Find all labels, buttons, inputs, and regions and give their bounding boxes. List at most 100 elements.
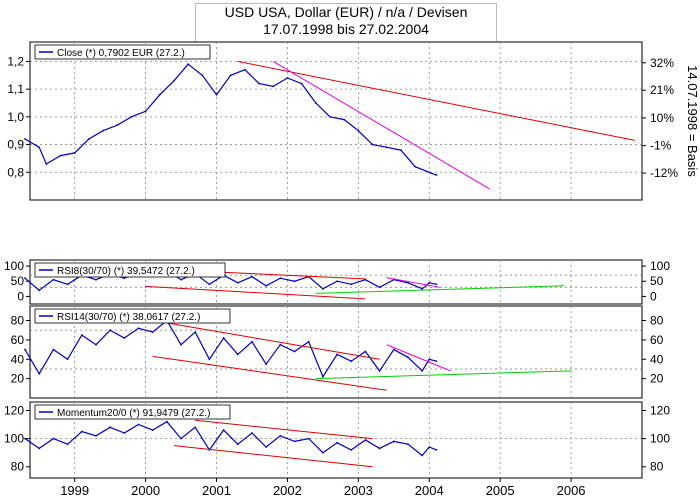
data-point-1-3 (66, 283, 69, 286)
right-tick-label-3-0: 80 (650, 460, 664, 474)
legend-label-0: Close (*) 0,7902 EUR (27.2.) (57, 48, 185, 59)
data-point-2-18 (279, 343, 282, 346)
data-point-0-8 (130, 115, 133, 118)
data-point-3-4 (80, 430, 83, 433)
data-point-1-23 (350, 283, 353, 286)
trendline-green-1-3 (315, 285, 565, 294)
data-point-1-25 (378, 286, 381, 289)
trendline-magenta-0-1 (272, 60, 490, 190)
x-tick-label-6: 2005 (486, 483, 515, 498)
data-point-3-23 (350, 448, 353, 451)
data-point-3-27 (407, 443, 409, 446)
chart-title-box: USD USA, Dollar (EUR) / n/a / Devisen 17… (195, 3, 497, 43)
data-point-2-12 (194, 331, 197, 334)
data-point-2-27 (407, 356, 409, 359)
data-point-1-27 (407, 281, 409, 284)
x-tick-label-4: 2003 (344, 483, 373, 498)
data-point-1-15 (236, 281, 239, 284)
data-point-1-18 (279, 277, 282, 280)
data-point-3-0 (24, 437, 26, 440)
right-tick-label-0-1: 21% (650, 83, 674, 97)
data-point-1-28 (421, 287, 424, 290)
left-tick-label-0-1: 0,9 (7, 138, 24, 152)
data-point-0-10 (158, 93, 161, 96)
trendline-red-2-0 (152, 320, 380, 360)
data-point-3-18 (279, 434, 282, 437)
left-tick-label-0-0: 0,8 (7, 165, 24, 179)
data-point-3-20 (307, 437, 310, 440)
data-point-0-28 (414, 165, 416, 168)
data-point-0-4 (73, 151, 76, 154)
data-point-0-29 (428, 171, 431, 174)
data-point-1-0 (24, 277, 26, 280)
panel-frame-0 (29, 41, 643, 201)
x-tick-label-1: 2000 (131, 483, 160, 498)
trendline-green-2-3 (315, 370, 572, 380)
right-axis-label: 14.07.1998 = Basis (685, 65, 700, 177)
data-point-0-15 (229, 74, 232, 77)
data-point-2-19 (293, 350, 296, 353)
data-point-2-17 (265, 363, 268, 366)
data-point-1-19 (293, 280, 296, 283)
data-point-0-12 (187, 63, 190, 66)
left-tick-label-1-0: 0 (17, 289, 24, 303)
data-point-3-16 (251, 432, 253, 434)
left-tick-label-1-2: 100 (4, 259, 24, 273)
data-point-0-7 (116, 124, 119, 127)
data-point-3-17 (265, 446, 268, 448)
data-point-3-30 (435, 448, 438, 451)
legend-box-1 (34, 262, 226, 278)
data-point-3-1 (38, 447, 41, 450)
data-point-1-5 (95, 278, 97, 281)
data-point-2-3 (66, 358, 69, 361)
data-point-3-3 (66, 443, 69, 446)
data-point-0-5 (87, 138, 90, 140)
data-point-2-15 (236, 353, 239, 356)
data-point-2-13 (208, 358, 211, 361)
data-point-1-7 (123, 277, 126, 280)
trendline-red-1-1 (145, 285, 366, 300)
trendline-red-3-1 (173, 445, 373, 468)
trendline-red-0-0 (237, 60, 636, 141)
right-tick-label-2-3: 80 (650, 314, 664, 328)
chart-title: USD USA, Dollar (EUR) / n/a / Devisen (224, 4, 468, 20)
left-tick-label-3-1: 100 (4, 432, 24, 446)
data-point-2-9 (151, 331, 154, 334)
left-tick-label-2-1: 40 (11, 352, 25, 366)
data-point-2-11 (180, 343, 182, 346)
data-point-3-2 (52, 437, 55, 440)
data-point-2-26 (392, 348, 395, 351)
legend-box-0 (34, 44, 211, 60)
data-point-2-28 (421, 369, 424, 372)
data-point-2-0 (24, 348, 26, 351)
data-point-2-14 (222, 337, 225, 339)
data-point-2-25 (378, 369, 381, 372)
data-point-0-17 (258, 82, 260, 85)
data-point-0-24 (357, 129, 360, 132)
legend-label-1: RSI8(30/70) (*) 39,5472 (27.2.) (57, 266, 195, 277)
data-point-0-19 (286, 77, 289, 79)
data-point-1-22 (336, 280, 338, 283)
data-point-0-26 (385, 146, 388, 149)
left-tick-label-2-2: 60 (11, 333, 25, 347)
data-point-2-4 (80, 334, 83, 336)
data-point-0-21 (314, 102, 317, 104)
data-point-3-25 (378, 447, 381, 450)
data-point-3-22 (336, 441, 338, 444)
data-point-3-19 (293, 440, 296, 443)
data-point-3-29 (428, 446, 431, 448)
legend-box-3 (34, 404, 231, 420)
data-point-3-24 (364, 439, 367, 441)
data-point-0-9 (144, 110, 147, 113)
legend-label-2: RSI14(30/70) (*) 38,0617 (27.2.) (57, 312, 200, 323)
left-tick-label-0-3: 1,1 (7, 82, 24, 96)
left-tick-label-2-3: 80 (11, 314, 25, 328)
data-point-0-3 (59, 154, 62, 157)
data-point-1-1 (38, 289, 41, 292)
data-point-3-26 (392, 440, 395, 443)
data-point-1-21 (321, 287, 324, 290)
data-point-3-6 (109, 426, 112, 429)
right-tick-label-0-0: 32% (650, 56, 674, 70)
data-point-3-10 (165, 420, 168, 423)
